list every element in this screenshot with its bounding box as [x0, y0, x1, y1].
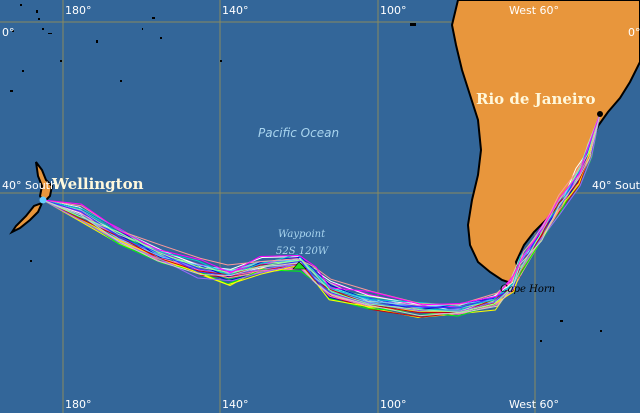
label-equator-right: 0° [628, 26, 640, 39]
rio-marker [597, 111, 603, 117]
label-bottom-100: 100° [380, 398, 407, 411]
wellington-marker [39, 196, 47, 204]
label-equator-left: 0° [2, 26, 15, 39]
south-america-land [450, 0, 640, 286]
islands [10, 4, 602, 342]
label-bottom-60: West 60° [509, 398, 559, 411]
label-top-180: 180° [65, 4, 92, 17]
label-40s-left: 40° South [2, 179, 57, 192]
label-bottom-180: 180° [65, 398, 92, 411]
label-40s-right: 40° South [592, 179, 640, 192]
label-top-100: 100° [380, 4, 407, 17]
route-track [42, 113, 601, 313]
label-bottom-140: 140° [222, 398, 249, 411]
rio-label: Rio de Janeiro [476, 90, 596, 108]
new-zealand-south-island [9, 201, 44, 235]
waypoint-label: Waypoint [278, 229, 326, 240]
cape-horn-label: Cape Horn [500, 284, 555, 295]
route-track [42, 113, 601, 306]
label-top-140: 140° [222, 4, 249, 17]
waypoint-marker [292, 261, 307, 270]
new-zealand-north-island [35, 161, 54, 204]
route-track [42, 113, 601, 317]
route-tracks [42, 113, 601, 319]
wellington-label: Wellington [51, 175, 144, 193]
label-top-60: West 60° [509, 4, 559, 17]
pacific-ocean-label: Pacific Ocean [258, 126, 339, 140]
waypoint-coords: 52S 120W [276, 246, 329, 257]
route-track [42, 113, 601, 307]
